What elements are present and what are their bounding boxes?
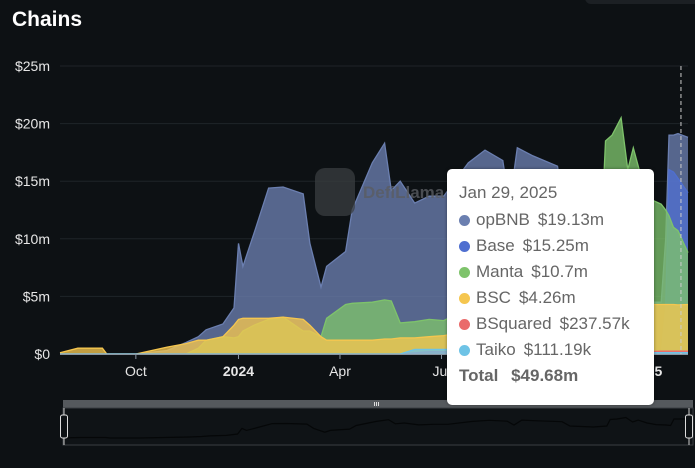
tooltip-series-value: $237.57k [559, 314, 630, 333]
x-tick-label: 2024 [223, 363, 254, 379]
tooltip-row-bsc: BSC $4.26m [459, 285, 654, 311]
brush-grip-icon[interactable] [376, 402, 377, 406]
top-right-control [585, 0, 695, 4]
tooltip-date: Jan 29, 2025 [459, 183, 558, 202]
range-brush[interactable] [60, 400, 694, 446]
tooltip-series-name: opBNB [476, 210, 530, 229]
tooltip-row-bsquared: BSquared $237.57k [459, 311, 654, 337]
tooltip-series-value: $15.25m [522, 236, 589, 255]
tooltip-total-label: Total [459, 366, 499, 385]
tooltip-series-name: Taiko [476, 340, 516, 359]
tooltip-row-base: Base $15.25m [459, 233, 654, 259]
series-dot-icon [459, 345, 470, 356]
series-dot-icon [459, 267, 470, 278]
y-tick-label: $25m [15, 58, 50, 74]
tooltip-series-name: Base [476, 236, 515, 255]
tooltip-series-name: BSC [476, 288, 511, 307]
y-tick-label: $0 [34, 346, 50, 362]
tooltip-row-opbnb: opBNB $19.13m [459, 207, 654, 233]
tooltip-series-name: BSquared [476, 314, 552, 333]
brush-preview-line [62, 416, 694, 439]
x-tick-label: Oct [125, 363, 147, 379]
watermark-text: DefiLlama [363, 183, 445, 202]
defillama-logo-watermark [315, 168, 355, 216]
y-tick-label: $5m [23, 288, 50, 304]
tooltip-series-value: $10.7m [531, 262, 588, 281]
y-tick-label: $15m [15, 173, 50, 189]
tooltip-series-value: $111.19k [523, 340, 592, 359]
series-dot-icon [459, 241, 470, 252]
brush-left-handle[interactable] [60, 414, 68, 439]
tooltip-total: Total $49.68m [459, 363, 654, 389]
tooltip-row-taiko: Taiko $111.19k [459, 337, 654, 363]
series-dot-icon [459, 215, 470, 226]
tooltip-series-name: Manta [476, 262, 524, 281]
series-dot-icon [459, 293, 470, 304]
tooltip: Jan 29, 2025 opBNB $19.13m Base $15.25m Mant… [447, 169, 654, 405]
y-tick-label: $20m [15, 116, 50, 132]
tooltip-row-manta: Manta $10.7m [459, 259, 654, 285]
brush-grip-icon[interactable] [378, 402, 379, 406]
brush-grip-icon[interactable] [374, 402, 375, 406]
brush-right-handle[interactable] [685, 414, 693, 439]
page-title: Chains [12, 8, 83, 31]
tooltip-total-value: $49.68m [511, 366, 579, 385]
series-dot-icon [459, 319, 470, 330]
tooltip-series-value: $4.26m [518, 288, 576, 307]
tooltip-series-value: $19.13m [537, 210, 605, 229]
y-axis: $0 $5m $10m $15m $20m $25m [15, 58, 50, 362]
x-tick-label: Apr [329, 363, 351, 379]
x-tick-label: Jul [433, 363, 451, 379]
y-tick-label: $10m [15, 231, 50, 247]
